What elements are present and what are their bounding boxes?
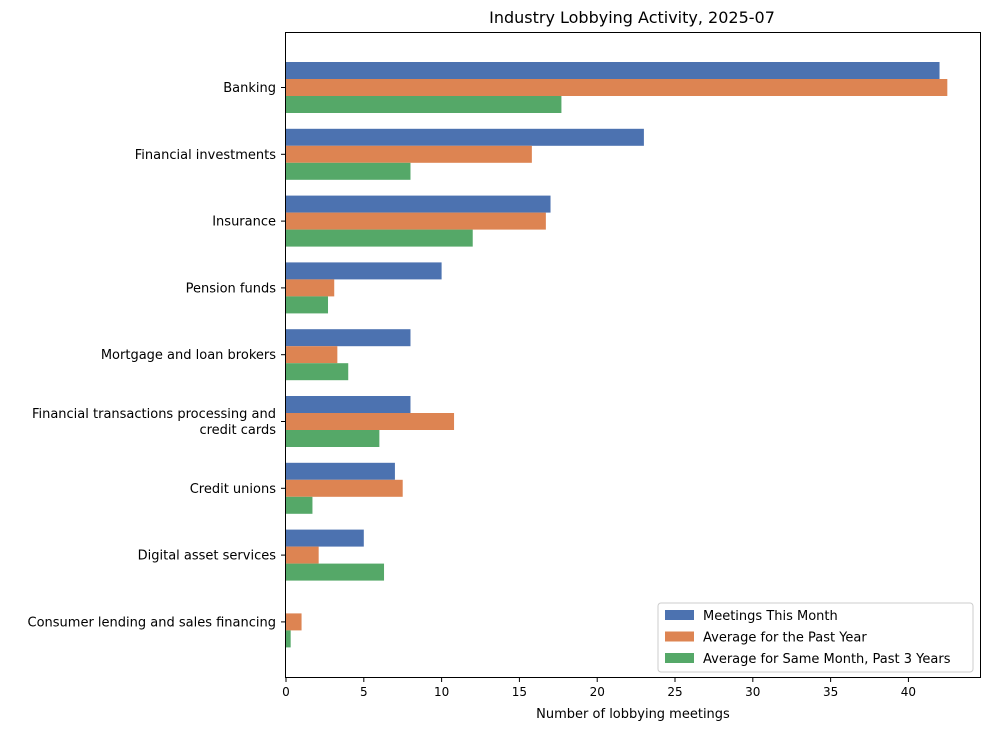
legend-swatch-3: [665, 653, 694, 663]
bar-3-8: [286, 563, 385, 581]
bar-3-3: [286, 229, 473, 247]
legend-swatch-1: [665, 610, 694, 620]
x-tick-label: 20: [590, 685, 605, 699]
y-tick-label: Financial investments: [135, 148, 276, 163]
bar-1-5: [286, 329, 411, 347]
bar-3-9: [286, 630, 291, 648]
bar-2-2: [286, 145, 532, 163]
x-tick-label: 35: [823, 685, 838, 699]
y-tick-label: Insurance: [212, 215, 276, 230]
bar-2-3: [286, 212, 546, 230]
legend-label-2: Average for the Past Year: [703, 631, 867, 646]
y-tick-label: credit cards: [199, 423, 276, 438]
x-tick-label: 0: [282, 685, 290, 699]
bar-2-7: [286, 479, 403, 497]
y-axis: Banking Financial investments Insurance Pen…: [28, 81, 286, 630]
bar-1-8: [286, 529, 364, 547]
bar-2-6: [286, 413, 455, 430]
bar-2-9: [286, 613, 302, 631]
y-tick-label: Mortgage and loan brokers: [101, 348, 276, 363]
y-tick-label: Financial transactions processing and: [32, 407, 276, 422]
x-tick-label: 10: [434, 685, 449, 699]
y-tick-label: Banking: [223, 81, 276, 96]
bar-1-4: [286, 262, 442, 280]
x-tick-label: 15: [512, 685, 527, 699]
y-tick-label: Digital asset services: [138, 549, 277, 564]
x-axis: 0 5 10 15 20 25 30 35 40: [282, 677, 916, 699]
bar-3-7: [286, 496, 313, 514]
bar-3-1: [286, 96, 562, 113]
legend-label-1: Meetings This Month: [703, 609, 838, 624]
y-tick-label: Pension funds: [186, 281, 277, 296]
x-tick-label: 40: [901, 685, 916, 699]
bar-2-4: [286, 279, 335, 297]
legend-label-3: Average for Same Month, Past 3 Years: [703, 652, 951, 667]
legend: Meetings This Month Average for the Past …: [657, 602, 974, 673]
bar-3-4: [286, 296, 329, 314]
bar-1-2: [286, 128, 644, 146]
x-tick-label: 5: [360, 685, 368, 699]
bar-3-5: [286, 363, 349, 381]
bar-2-8: [286, 546, 319, 564]
bar-2-5: [286, 346, 338, 364]
bar-1-3: [286, 195, 551, 213]
y-tick-label: Consumer lending and sales financing: [28, 615, 277, 630]
bar-3-6: [286, 430, 380, 447]
x-tick-label: 25: [667, 685, 682, 699]
bars-layer: [286, 62, 948, 648]
bar-1-7: [286, 462, 395, 480]
x-tick-label: 30: [745, 685, 760, 699]
y-tick-label: Credit unions: [190, 482, 277, 497]
bar-1-6: [286, 396, 411, 413]
bar-3-2: [286, 162, 411, 180]
x-axis-label: Number of lobbying meetings: [536, 707, 730, 722]
chart-title: Industry Lobbying Activity, 2025-07: [489, 8, 775, 27]
bar-1-1: [286, 62, 940, 79]
legend-swatch-2: [665, 631, 694, 642]
legend-box: [657, 602, 974, 673]
bar-2-1: [286, 79, 948, 96]
